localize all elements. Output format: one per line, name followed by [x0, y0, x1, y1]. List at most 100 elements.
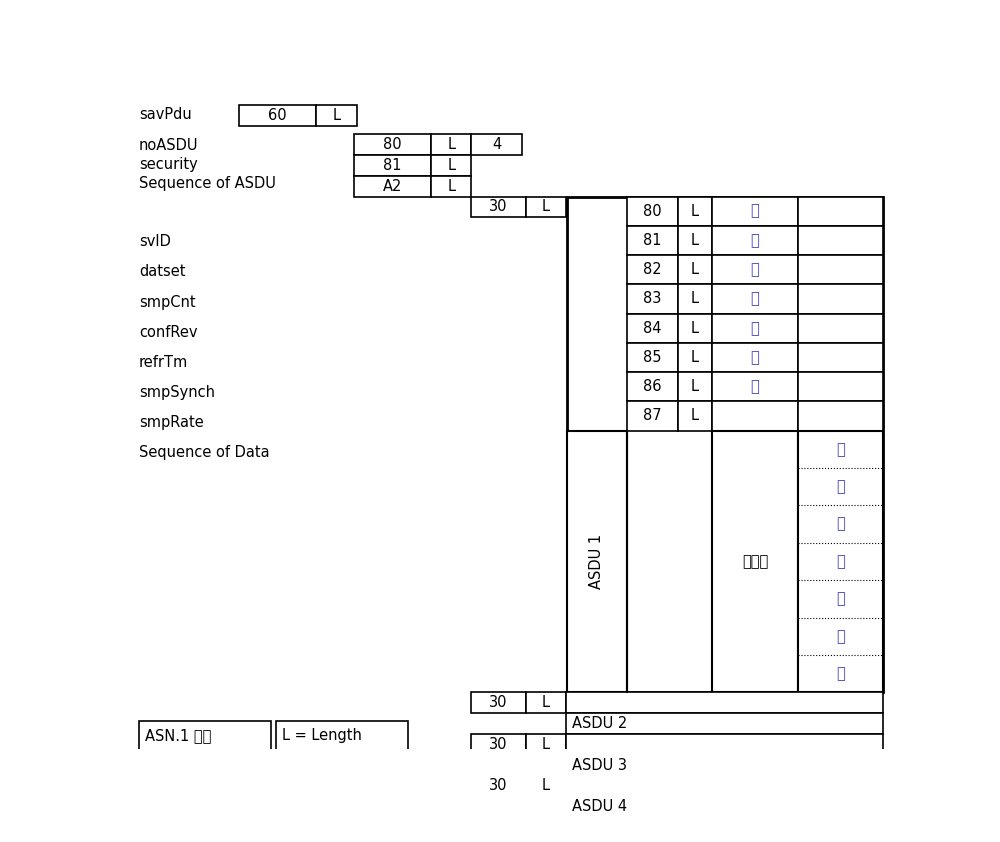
Bar: [712, 196, 798, 226]
Bar: [566, 734, 883, 754]
Bar: [567, 196, 883, 692]
Text: svID: svID: [139, 234, 171, 249]
Text: 値: 値: [751, 350, 759, 365]
Text: 30: 30: [489, 779, 508, 793]
Bar: [798, 226, 883, 255]
Text: L: L: [691, 291, 699, 306]
Text: noASDU: noASDU: [139, 138, 198, 153]
Text: ASDU 2: ASDU 2: [572, 716, 627, 731]
Text: L: L: [333, 108, 341, 123]
Text: 数据集: 数据集: [742, 554, 768, 569]
Text: L: L: [542, 200, 550, 215]
Bar: [526, 196, 566, 217]
Text: 60: 60: [268, 108, 287, 123]
Bar: [712, 226, 798, 255]
Text: L: L: [691, 379, 699, 394]
Text: 4: 4: [492, 137, 501, 152]
Bar: [627, 196, 678, 226]
Bar: [678, 402, 712, 430]
Text: smpCnt: smpCnt: [139, 295, 196, 310]
Text: 30: 30: [489, 200, 508, 215]
Bar: [431, 134, 471, 155]
Bar: [354, 155, 431, 176]
Bar: [526, 734, 566, 754]
Bar: [678, 226, 712, 255]
Text: 値: 値: [751, 321, 759, 336]
Bar: [526, 775, 566, 797]
Text: A2: A2: [383, 179, 402, 194]
Text: L: L: [691, 408, 699, 424]
Bar: [139, 721, 271, 750]
Text: L: L: [542, 779, 550, 793]
Text: confRev: confRev: [139, 324, 197, 339]
Text: L = Length: L = Length: [282, 728, 362, 743]
Text: 84: 84: [643, 321, 662, 336]
Bar: [276, 721, 408, 750]
Bar: [471, 196, 526, 217]
Bar: [798, 196, 883, 226]
Text: L: L: [691, 321, 699, 336]
Bar: [566, 692, 883, 713]
Bar: [239, 105, 316, 125]
Bar: [678, 313, 712, 343]
Bar: [712, 285, 798, 313]
Text: smpRate: smpRate: [139, 414, 204, 429]
Text: 值: 值: [836, 479, 845, 494]
Text: ASDU 3: ASDU 3: [572, 758, 627, 773]
Text: L: L: [691, 350, 699, 365]
Bar: [712, 343, 798, 372]
Text: 81: 81: [383, 157, 402, 173]
Bar: [712, 372, 798, 402]
Text: Sequence of ASDU: Sequence of ASDU: [139, 176, 276, 191]
Text: L: L: [542, 695, 550, 711]
Bar: [798, 343, 883, 372]
Text: Sequence of Data: Sequence of Data: [139, 445, 270, 460]
Bar: [627, 255, 678, 285]
Text: 80: 80: [383, 137, 402, 152]
Text: 值: 值: [836, 591, 845, 606]
Text: 値: 値: [751, 291, 759, 306]
Text: 85: 85: [643, 350, 662, 365]
Bar: [471, 734, 526, 754]
Text: 30: 30: [489, 695, 508, 711]
Bar: [471, 134, 522, 155]
Bar: [566, 797, 883, 817]
Bar: [712, 430, 798, 692]
Text: savPdu: savPdu: [139, 108, 192, 122]
Text: 86: 86: [643, 379, 662, 394]
Text: 80: 80: [643, 204, 662, 219]
Bar: [567, 430, 627, 692]
Bar: [627, 313, 678, 343]
Bar: [627, 343, 678, 372]
Text: 値: 値: [751, 379, 759, 394]
Text: 值: 值: [836, 666, 845, 681]
Text: ASN.1 标记: ASN.1 标记: [145, 728, 212, 743]
Bar: [354, 176, 431, 196]
Bar: [316, 105, 357, 125]
Bar: [627, 372, 678, 402]
Bar: [798, 402, 883, 430]
Bar: [798, 430, 883, 692]
Bar: [471, 775, 526, 797]
Bar: [798, 285, 883, 313]
Text: 值: 值: [836, 517, 845, 531]
Bar: [678, 196, 712, 226]
Text: L: L: [542, 737, 550, 752]
Text: L: L: [447, 179, 455, 194]
Bar: [712, 402, 798, 430]
Text: 81: 81: [643, 233, 662, 248]
Text: 值: 值: [836, 442, 845, 457]
Bar: [712, 255, 798, 285]
Text: 値: 値: [751, 204, 759, 219]
Text: datset: datset: [139, 264, 185, 280]
Text: 值: 值: [836, 629, 845, 644]
Text: L: L: [447, 137, 455, 152]
Bar: [678, 255, 712, 285]
Text: 87: 87: [643, 408, 662, 424]
Bar: [526, 692, 566, 713]
Text: ASDU 4: ASDU 4: [572, 799, 627, 814]
Text: smpSynch: smpSynch: [139, 385, 215, 400]
Bar: [627, 226, 678, 255]
Bar: [712, 313, 798, 343]
Bar: [627, 402, 678, 430]
